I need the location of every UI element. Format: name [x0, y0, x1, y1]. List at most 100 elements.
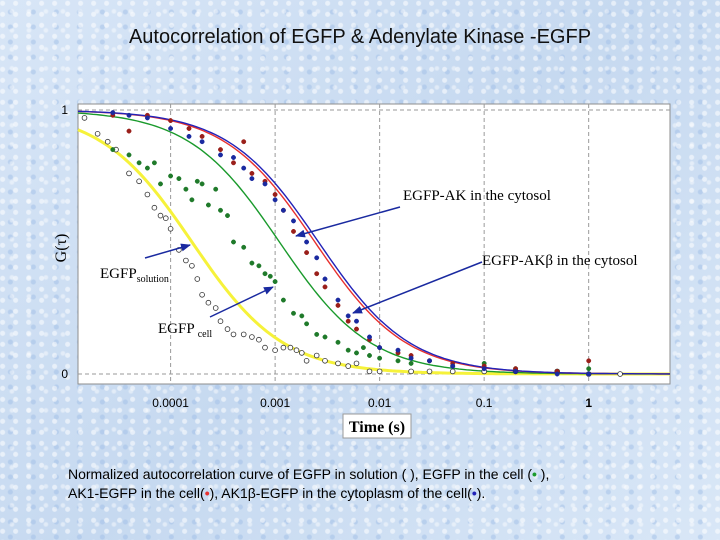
data-point [199, 291, 205, 298]
data-point [314, 331, 320, 337]
data-point [186, 126, 192, 131]
data-point [354, 318, 359, 324]
data-point [303, 357, 310, 364]
data-point [110, 147, 116, 153]
data-point [231, 160, 236, 166]
data-point [167, 226, 174, 232]
data-point [366, 368, 373, 375]
x-tick-label: 0.01 [368, 396, 392, 410]
data-point [450, 363, 456, 369]
data-point [213, 186, 219, 192]
data-point [256, 336, 262, 343]
arrow-egfp-akb [352, 261, 483, 314]
data-point [231, 239, 236, 245]
data-point [586, 358, 592, 364]
data-point [231, 155, 236, 160]
data-point [427, 358, 432, 364]
data-point [144, 191, 151, 198]
data-point [367, 353, 372, 358]
x-axis-label-box: Time (s) [342, 413, 412, 439]
caption-text-2b: ), AK1 [209, 485, 248, 501]
data-point [314, 255, 320, 261]
data-point [335, 360, 341, 367]
annotation-egfp-solution-sub: solution [137, 274, 169, 285]
data-point [287, 344, 294, 351]
annotation-egfp-cell-main: EGFP [158, 321, 195, 337]
data-point [199, 133, 205, 139]
caption-line-2: AK1-EGFP in the cell(•), AK1β-EGFP in th… [68, 484, 708, 503]
grid [78, 104, 670, 384]
y-axis-label: G(τ) [53, 234, 70, 263]
data-point [224, 326, 231, 332]
data-point [151, 160, 157, 166]
data-point [367, 334, 372, 340]
data-point [617, 371, 623, 377]
data-point [249, 260, 255, 266]
data-point [225, 213, 230, 219]
data-point [199, 139, 205, 145]
data-point [104, 138, 111, 145]
data-point [262, 181, 268, 187]
data-point [322, 357, 328, 364]
data-point [212, 305, 219, 311]
data-point [194, 276, 201, 282]
data-point [304, 250, 310, 256]
annotation-arrows [144, 206, 483, 318]
data-point [272, 279, 278, 285]
data-point [176, 176, 182, 182]
x-tick-label: 0.1 [476, 396, 493, 410]
data-point [183, 186, 189, 192]
annotation-egfp-ak: EGFP-AK in the cytosol [403, 188, 551, 204]
data-point [157, 212, 164, 219]
arrow-egfp-ak [295, 206, 401, 238]
data-point [345, 363, 352, 369]
data-point [354, 326, 359, 332]
y-tick-label: 0 [61, 367, 68, 381]
data-point [262, 271, 268, 277]
caption-text-2d: ). [476, 485, 486, 501]
data-point [217, 318, 224, 325]
data-point [126, 170, 132, 177]
data-point [513, 368, 519, 374]
data-point [293, 347, 300, 354]
data-point [322, 284, 328, 290]
data-point [136, 160, 142, 166]
caption-dot-red: • [204, 485, 210, 501]
data-points [81, 110, 623, 377]
annotation-egfp-akb-main: EGFP-AK [482, 253, 546, 269]
data-point [163, 215, 169, 222]
annotation-egfp-solution: EGFPsolution [100, 266, 169, 285]
data-point [151, 204, 158, 211]
x-axis-label: Time (s) [349, 419, 405, 436]
data-point [272, 197, 278, 203]
data-point [345, 313, 351, 319]
data-point [586, 366, 592, 372]
fit-curves [77, 110, 671, 376]
x-tick-label: 0.0001 [152, 396, 189, 410]
data-point [94, 131, 101, 137]
arrow-egfp-solution [144, 243, 191, 259]
data-point [194, 178, 200, 184]
data-point [426, 368, 433, 375]
data-point [168, 118, 174, 124]
data-point [168, 126, 174, 131]
caption-text-2a: AK1-EGFP in the cell( [68, 485, 205, 501]
data-point [249, 176, 255, 182]
chart-title: Autocorrelation of EGFP & Adenylate Kina… [128, 26, 592, 48]
data-point [158, 181, 163, 187]
data-point [218, 152, 223, 158]
data-point [377, 345, 383, 351]
annotation-egfp-solution-main: EGFP [100, 266, 137, 282]
data-point [335, 297, 341, 303]
data-point [408, 360, 414, 366]
data-point [144, 115, 150, 121]
data-point [189, 197, 195, 203]
data-point [291, 310, 296, 316]
data-point [218, 207, 223, 213]
data-point [408, 368, 414, 375]
data-point [335, 302, 341, 308]
data-point [586, 371, 592, 377]
data-point [199, 181, 205, 187]
data-point [291, 228, 296, 234]
caption-beta: β [247, 485, 256, 501]
